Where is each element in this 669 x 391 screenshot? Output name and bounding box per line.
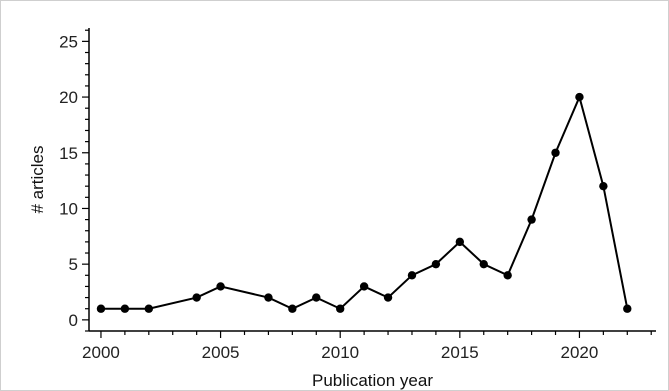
data-point bbox=[216, 282, 225, 291]
data-point bbox=[599, 181, 608, 191]
x-tick-label: 2020 bbox=[561, 343, 599, 362]
x-axis-title: Publication year bbox=[312, 371, 433, 390]
data-point bbox=[288, 304, 297, 313]
data-point bbox=[144, 304, 154, 313]
y-axis-ticks: 0 5 10 15 20 25 bbox=[59, 29, 89, 332]
data-point bbox=[479, 259, 488, 269]
data-point bbox=[407, 271, 417, 280]
y-axis-title: # articles bbox=[28, 145, 47, 213]
data-point bbox=[527, 215, 536, 224]
data-point bbox=[503, 271, 512, 280]
data-point bbox=[431, 259, 441, 269]
series-line bbox=[100, 94, 629, 310]
data-point bbox=[120, 304, 130, 313]
data-point bbox=[383, 293, 393, 302]
y-tick-label: 15 bbox=[59, 144, 78, 163]
x-tick-label: 2010 bbox=[321, 343, 359, 362]
y-tick-label: 20 bbox=[59, 88, 78, 107]
data-point bbox=[575, 92, 584, 102]
x-axis-ticks: 2000 2005 2010 2015 2020 bbox=[82, 331, 652, 362]
data-point bbox=[623, 304, 632, 313]
axes bbox=[88, 28, 656, 332]
x-tick-label: 2000 bbox=[82, 343, 120, 362]
data-point bbox=[336, 304, 345, 313]
data-point bbox=[264, 293, 273, 302]
x-tick-label: 2015 bbox=[441, 343, 479, 362]
data-point bbox=[192, 293, 201, 302]
x-tick-label: 2005 bbox=[202, 343, 240, 362]
data-point bbox=[312, 293, 321, 302]
data-point bbox=[96, 304, 106, 313]
y-tick-label: 5 bbox=[69, 255, 78, 274]
series-layer bbox=[100, 94, 629, 310]
data-points bbox=[96, 92, 632, 313]
data-point bbox=[455, 237, 465, 247]
data-point bbox=[551, 148, 560, 157]
y-tick-label: 25 bbox=[59, 32, 78, 51]
y-tick-label: 0 bbox=[69, 311, 78, 330]
y-tick-label: 10 bbox=[59, 199, 78, 218]
data-point bbox=[359, 282, 369, 291]
